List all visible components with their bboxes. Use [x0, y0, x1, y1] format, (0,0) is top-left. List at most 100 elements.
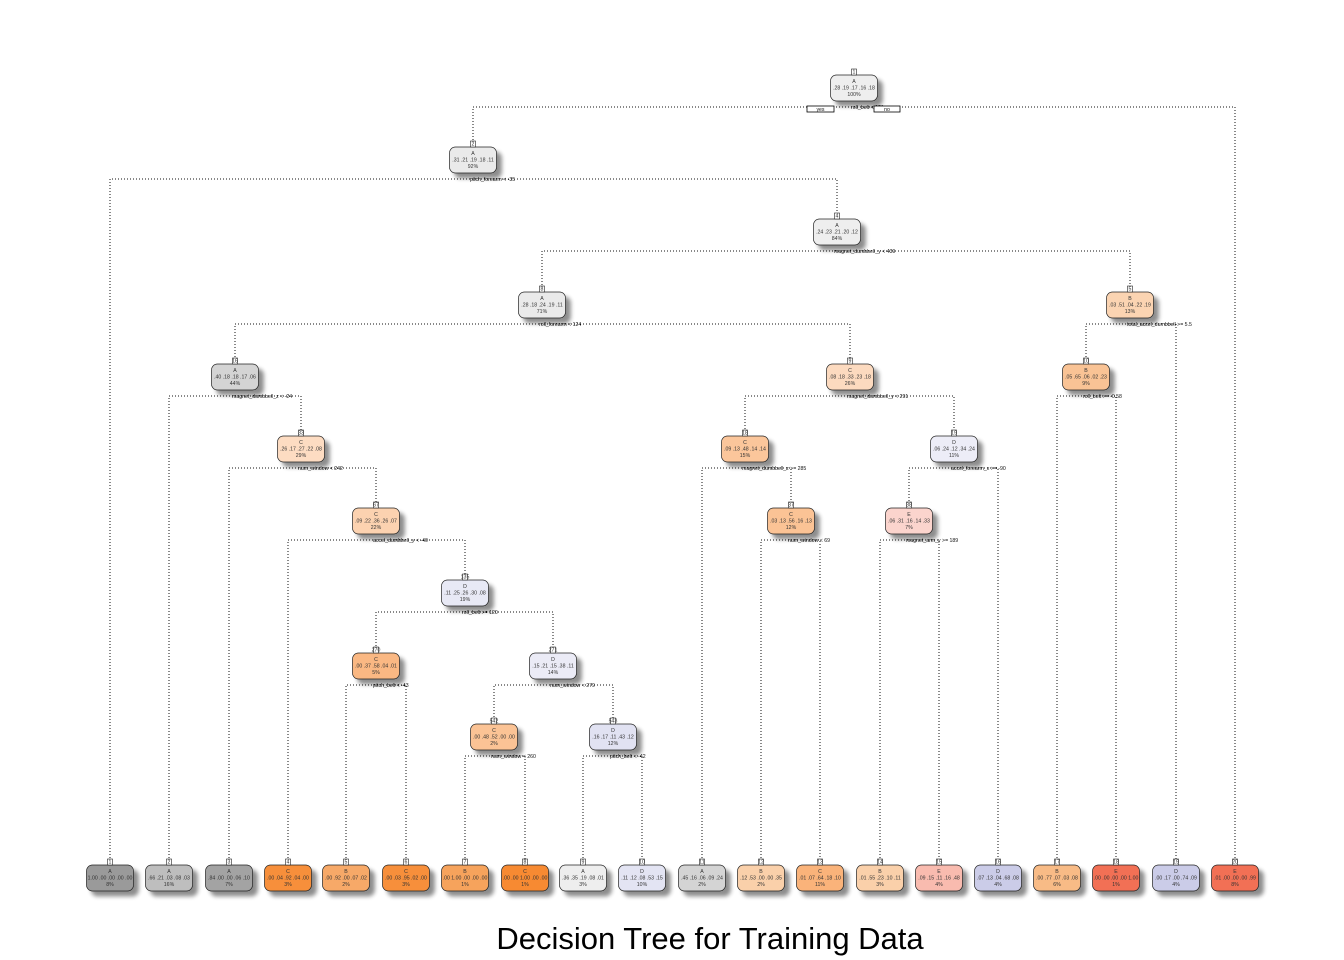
split-label: magnet_dumbbell_y < 291: [847, 394, 908, 400]
node-number: 271: [549, 648, 558, 654]
node-class: D: [611, 728, 615, 734]
tree-node-n270: 270 C.00 .37 .58 .04 .015%: [352, 646, 400, 680]
node-percent: 100%: [847, 92, 861, 98]
node-probs: .00 .04 .92 .04 .00: [267, 876, 309, 882]
node-probs: .00 .17 .00 .74 .09: [1155, 876, 1197, 882]
node-number-tab: [951, 429, 957, 437]
node-class: C: [286, 869, 290, 875]
node-class: B: [1055, 869, 1059, 875]
node-class: D: [1174, 869, 1178, 875]
split-label: num_window < 242: [298, 466, 343, 472]
node-class: B: [759, 869, 763, 875]
node-percent: 8%: [106, 882, 114, 888]
node-class: B: [878, 869, 882, 875]
tree-edge-n1: [472, 106, 1236, 861]
node-number: 16: [232, 359, 238, 365]
node-probs: .09 .15 .11 .16 .48: [918, 876, 960, 882]
node-number-tab: [995, 858, 1001, 866]
node-number: 13: [817, 860, 823, 866]
node-number-tab: [1113, 858, 1119, 866]
node-number-tab: [936, 858, 942, 866]
node-probs: 1.00 .00 .00 .00 .00: [88, 876, 133, 882]
node-number-tab: [166, 858, 172, 866]
node-class: B: [463, 869, 467, 875]
node-number-tab: [539, 285, 545, 293]
node-percent: 3%: [402, 882, 410, 888]
node-class: D: [996, 869, 1000, 875]
node-number-tab: [373, 501, 379, 509]
tree-edge-n67: [287, 539, 466, 861]
yes-legend-label: yes: [816, 107, 824, 113]
node-percent: 7%: [905, 525, 913, 531]
tree-edge-n33: [228, 467, 377, 861]
node-number: 18: [1113, 860, 1119, 866]
node-probs: .01 .55 .23 .10 .11: [859, 876, 901, 882]
node-number: 10: [1083, 359, 1089, 365]
split-label: pitch_belt < -43: [373, 683, 409, 689]
tree-edge-n19: [908, 467, 999, 861]
node-class: C: [818, 869, 822, 875]
node-class: C: [492, 728, 496, 734]
node-number-tab: [1054, 858, 1060, 866]
tree-node-l11: 11 A.45 .16 .06 .09 .242%: [678, 858, 726, 892]
tree-node-l4: 4 C.00 .04 .92 .04 .003%: [264, 858, 312, 892]
node-number: 10: [639, 860, 645, 866]
node-number: 8: [524, 860, 527, 866]
node-class: A: [108, 869, 112, 875]
node-probs: .08 .18 .33 .23 .18: [829, 375, 871, 381]
node-number-tab: [758, 858, 764, 866]
tree-node-l15: 15 E.09 .15 .11 .16 .484%: [915, 858, 963, 892]
node-percent: 7%: [225, 882, 233, 888]
tree-edge-n37: [760, 539, 821, 861]
node-probs: .00 .00 1.00 .00 .00: [503, 876, 548, 882]
split-label: magnet_dumbbell_y < 439: [834, 249, 895, 255]
tree-node-l5: 5 B.00 .92 .00 .07 .022%: [322, 858, 370, 892]
node-number-tab: [373, 646, 379, 654]
split-label: roll_belt < 131: [851, 105, 884, 111]
node-percent: 92%: [468, 164, 479, 170]
node-number-tab: [817, 858, 823, 866]
node-percent: 8%: [1231, 882, 1239, 888]
node-probs: .28 .18 .24 .19 .11: [521, 303, 563, 309]
node-number-tab: [550, 646, 556, 654]
node-percent: 71%: [537, 309, 548, 315]
node-number: 14: [877, 860, 883, 866]
node-percent: 13%: [1125, 309, 1136, 315]
tree-node-n38: 38 E.06 .31 .16 .14 .337%: [885, 501, 933, 535]
tree-node-l1: 1 A1.00 .00 .00 .00 .008%: [86, 858, 134, 892]
split-label: accel_dumbbell_y < -40: [373, 538, 428, 544]
node-class: E: [1114, 869, 1118, 875]
node-number: 20: [1232, 860, 1238, 866]
node-probs: .00 .00 .00 .00 1.00: [1094, 876, 1139, 882]
node-number: 5: [345, 860, 348, 866]
tree-node-n10: 10 B.05 .65 .06 .02 .239%: [1062, 357, 1110, 391]
split-label: magnet_dumbbell_z < -24: [232, 394, 292, 400]
tree-node-l9: 9 A.36 .35 .19 .08 .013%: [559, 858, 607, 892]
node-number: 2: [472, 142, 475, 148]
node-class: A: [167, 869, 171, 875]
node-probs: .40 .18 .18 .17 .06: [214, 375, 256, 381]
tree-edge-n543: [582, 755, 643, 861]
node-percent: 3%: [579, 882, 587, 888]
node-class: B: [1084, 368, 1088, 374]
tree-edge-n4: [541, 250, 1131, 288]
node-number-tab: [1083, 357, 1089, 365]
yes-legend-box: [806, 105, 835, 113]
node-percent: 5%: [372, 670, 380, 676]
node-probs: .00 .92 .00 .07 .02: [325, 876, 367, 882]
node-number-tab: [522, 858, 528, 866]
node-percent: 3%: [876, 882, 884, 888]
node-class: A: [471, 151, 475, 157]
node-number-tab: [1173, 858, 1179, 866]
node-percent: 9%: [1082, 381, 1090, 387]
